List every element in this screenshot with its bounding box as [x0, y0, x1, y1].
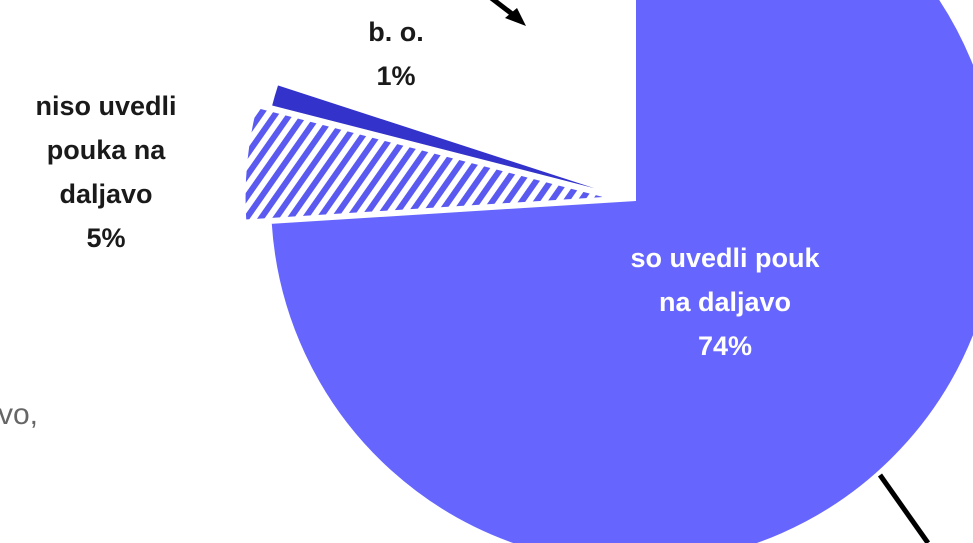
slice-label-line: daljavo [59, 179, 153, 209]
slice-label-b-o: b. o. 1% [296, 10, 496, 98]
pie-slice-0 [269, 0, 973, 543]
slice-label-line: na daljavo [658, 287, 792, 317]
slice-label-niso-uvedli: niso uvedli pouka na daljavo 5% [8, 84, 204, 260]
slice-label-line: so uvedli pouk [630, 243, 820, 273]
slice-label-line: b. o. [368, 17, 424, 47]
slice-label-so-uvedli: so uvedli pouk na daljavo 74% [560, 236, 890, 368]
slice-label-line: pouka na [46, 135, 166, 165]
slice-label-line: niso uvedli [35, 91, 177, 121]
slice-value: 74% [697, 331, 753, 361]
slice-value: 5% [86, 223, 126, 253]
pie-slice-1 [243, 105, 610, 222]
slice-value: 1% [376, 61, 416, 91]
connector-line [877, 473, 931, 543]
background-text: vo, [0, 398, 39, 431]
arrow-head [505, 8, 526, 26]
pie-slice-2 [269, 82, 625, 198]
